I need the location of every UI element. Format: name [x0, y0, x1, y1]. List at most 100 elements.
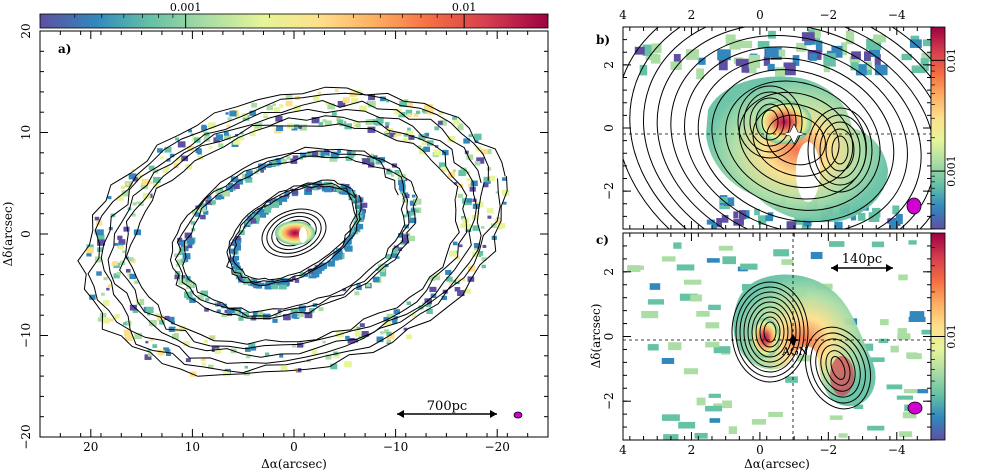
- emission-pixel: [136, 298, 145, 306]
- y-tick-label: 0: [602, 333, 616, 341]
- emission-pixel: [438, 111, 444, 115]
- emission-pixel: [708, 393, 721, 398]
- emission-pixel: [285, 94, 293, 100]
- emission-pixel: [216, 309, 221, 313]
- emission-pixel: [421, 109, 426, 113]
- emission-pixel: [271, 279, 275, 282]
- y-tick-label: 10: [19, 125, 33, 140]
- colorbar-tick-label: 0.01: [452, 1, 477, 14]
- emission-pixel: [921, 52, 931, 62]
- emission-pixel: [878, 338, 889, 344]
- emission-pixel: [402, 137, 408, 142]
- emission-pixel: [683, 368, 699, 375]
- emission-pixel: [134, 280, 139, 284]
- emission-pixel: [256, 283, 263, 289]
- emission-pixel: [786, 221, 797, 229]
- emission-pixel: [459, 123, 463, 127]
- emission-pixel: [258, 211, 267, 218]
- emission-pixel: [439, 119, 447, 126]
- emission-pixel: [272, 103, 276, 106]
- emission-pixel: [725, 34, 736, 46]
- emission-pixel: [185, 358, 191, 363]
- emission-pixel: [232, 266, 236, 270]
- emission-pixel: [418, 305, 424, 310]
- emission-pixel: [462, 278, 466, 282]
- emission-pixel: [705, 322, 720, 329]
- contour-line: [805, 326, 871, 410]
- emission-pixel: [451, 279, 455, 283]
- emission-pixel: [251, 211, 258, 216]
- emission-pixel: [502, 189, 510, 196]
- emission-pixel: [392, 319, 398, 324]
- emission-pixel: [407, 127, 411, 131]
- emission-pixel: [89, 294, 96, 300]
- emission-pixel: [368, 94, 376, 101]
- emission-pixel: [145, 340, 149, 344]
- panel-b-emission-pixels: [634, 29, 931, 229]
- y-tick-label: −20: [19, 424, 33, 449]
- emission-pixel: [461, 215, 466, 220]
- emission-pixel: [785, 376, 798, 383]
- emission-pixel: [763, 56, 771, 66]
- emission-pixel: [356, 326, 361, 330]
- emission-pixel: [324, 120, 331, 126]
- emission-pixel: [238, 277, 245, 283]
- emission-pixel: [306, 187, 312, 192]
- emission-pixel: [355, 123, 361, 128]
- emission-pixel: [424, 298, 432, 305]
- emission-pixel: [433, 149, 442, 156]
- emission-pixel: [304, 183, 311, 189]
- emission-pixel: [349, 232, 355, 237]
- emission-pixel: [488, 175, 496, 181]
- emission-pixel: [733, 219, 744, 226]
- x-tick-label: −4: [888, 443, 906, 457]
- panel-a: 20 10 0 −10 −20 −20 −10 0 10 20 a) Δα(arcsec) Δδ(…: [1, 1, 549, 470]
- emission-pixel: [413, 113, 419, 117]
- emission-pixel: [393, 245, 399, 250]
- emission-pixel: [230, 176, 239, 183]
- emission-pixel: [280, 159, 287, 165]
- emission-pixel: [249, 110, 256, 116]
- emission-pixel: [342, 97, 350, 103]
- emission-pixel: [831, 45, 843, 58]
- emission-pixel: [229, 110, 237, 117]
- emission-pixel: [219, 188, 223, 192]
- emission-pixel: [385, 129, 389, 134]
- emission-pixel: [318, 307, 324, 312]
- emission-pixel: [392, 247, 399, 253]
- emission-pixel: [403, 327, 408, 331]
- emission-pixel: [223, 134, 231, 141]
- emission-pixel: [148, 165, 155, 171]
- emission-pixel: [650, 54, 661, 64]
- emission-pixel: [304, 188, 312, 195]
- contour-line: [738, 91, 854, 189]
- panel-a-beam: [513, 411, 523, 419]
- emission-pixel: [408, 235, 416, 242]
- emission-pixel: [234, 114, 240, 119]
- x-tick-label: 20: [83, 440, 98, 454]
- emission-pixel: [113, 273, 120, 279]
- contour-line: [100, 99, 485, 364]
- emission-pixel: [855, 64, 867, 76]
- emission-pixel: [233, 255, 240, 261]
- emission-pixel: [897, 328, 907, 335]
- emission-pixel: [661, 357, 675, 364]
- emission-pixel: [874, 54, 881, 67]
- emission-pixel: [228, 182, 234, 187]
- y-tick-label: −10: [19, 323, 33, 348]
- emission-pixel: [406, 301, 412, 306]
- emission-pixel: [291, 189, 298, 195]
- panel-b: 4 2 0 −2 −4 −2 0 2 b) 0.001 0.01: [596, 8, 958, 230]
- x-tick-label: 2: [688, 8, 696, 22]
- emission-pixel: [173, 332, 179, 337]
- emission-pixel: [829, 415, 843, 420]
- emission-pixel: [804, 38, 812, 46]
- emission-pixel: [164, 166, 170, 170]
- contour-line: [271, 215, 317, 251]
- contour-line: [755, 311, 785, 353]
- contour-line: [735, 286, 805, 378]
- panel-c-ylabel: Δδ(arcsec): [589, 304, 603, 369]
- emission-pixel: [121, 190, 130, 197]
- emission-pixel: [278, 283, 287, 290]
- emission-pixel: [866, 38, 876, 50]
